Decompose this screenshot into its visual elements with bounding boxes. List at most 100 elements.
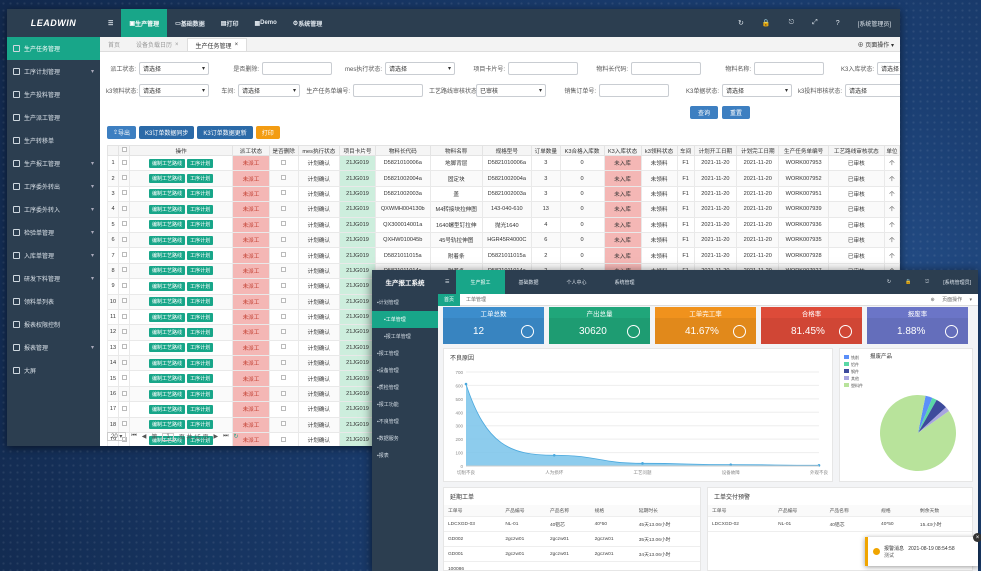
- process-plan-button[interactable]: 工序计划: [187, 420, 214, 430]
- table-row[interactable]: 4 编制工艺路线 工序计划 未派工 计划确认 21JG019 QXWMH004130b M4转…: [106, 201, 900, 218]
- close-icon[interactable]: ×: [175, 41, 179, 48]
- row-checkbox[interactable]: [121, 175, 127, 181]
- sidebar-item[interactable]: 生产派工管理: [7, 106, 100, 129]
- nav-item[interactable]: ▭ 基础数据: [167, 9, 213, 37]
- edit-route-button[interactable]: 编制工艺路线: [149, 266, 186, 276]
- sidebar-item[interactable]: 检验单管理 ▾: [7, 221, 100, 244]
- sidebar-item[interactable]: 报表管理 ▾: [7, 336, 100, 359]
- deleted-checkbox[interactable]: [281, 344, 287, 350]
- process-plan-button[interactable]: 工序计划: [187, 389, 214, 399]
- column-header[interactable]: 订单数量: [530, 145, 561, 156]
- process-plan-button[interactable]: 工序计划: [187, 404, 214, 414]
- refresh-icon[interactable]: ↻: [738, 20, 744, 27]
- print-button[interactable]: 打印: [255, 126, 280, 139]
- next-page-icon[interactable]: ▶: [213, 434, 219, 440]
- alarm-toast[interactable]: 报警消息 2021-08-19 08:54:58 测试 ×: [865, 533, 981, 566]
- sidebar-item[interactable]: ▪ 报工功能: [372, 396, 438, 413]
- nav-item[interactable]: ▣ 生产管理: [121, 9, 168, 37]
- nav-item[interactable]: 基础数据: [505, 270, 553, 294]
- row-checkbox[interactable]: [121, 405, 127, 411]
- deleted-checkbox[interactable]: [281, 328, 287, 334]
- edit-route-button[interactable]: 编制工艺路线: [149, 312, 186, 322]
- table-row[interactable]: LDCXGD-03 NL-01 40铝芯 40*50 45天13.06小时: [444, 516, 700, 532]
- edit-route-button[interactable]: 编制工艺路线: [149, 327, 186, 337]
- sidebar-item[interactable]: 生产报工管理 ▾: [7, 152, 100, 175]
- sidebar-item[interactable]: ▪ 计划管理: [372, 294, 438, 311]
- table-row[interactable]: 7 编制工艺路线 工序计划 未派工 计划确认 21JG019 D5821011015a 附着条…: [106, 247, 900, 264]
- filter-input[interactable]: 已审核 ▾: [476, 83, 546, 97]
- page-operations-button[interactable]: ⊕ 页面操作 ▾: [857, 42, 894, 49]
- sidebar-item[interactable]: ▪ 数据服务: [372, 430, 438, 447]
- edit-route-button[interactable]: 编制工艺路线: [149, 358, 186, 368]
- deleted-checkbox[interactable]: [281, 236, 287, 242]
- filter-input[interactable]: [599, 83, 669, 97]
- filter-input[interactable]: [262, 61, 332, 75]
- column-header[interactable]: 是否删除: [268, 145, 299, 156]
- filter-input[interactable]: [754, 61, 824, 75]
- edit-route-button[interactable]: 编制工艺路线: [149, 251, 186, 261]
- help-icon[interactable]: ?: [835, 19, 840, 27]
- sidebar-item[interactable]: 工序委外转入 ▾: [7, 198, 100, 221]
- nav-item[interactable]: ▦ Demo: [246, 9, 284, 37]
- close-icon[interactable]: ×: [973, 533, 981, 542]
- edit-route-button[interactable]: 编制工艺路线: [149, 204, 186, 214]
- sidebar-item[interactable]: 工序委外转出 ▾: [7, 175, 100, 198]
- row-checkbox[interactable]: [121, 328, 127, 334]
- deleted-checkbox[interactable]: [281, 159, 287, 165]
- column-header[interactable]: 项目卡片号: [339, 145, 376, 156]
- tab[interactable]: 首页: [100, 38, 128, 51]
- page-input[interactable]: 1: [162, 432, 174, 441]
- query-button[interactable]: 查询: [690, 105, 719, 119]
- process-plan-button[interactable]: 工序计划: [187, 374, 214, 384]
- process-plan-button[interactable]: 工序计划: [187, 312, 214, 322]
- deleted-checkbox[interactable]: [281, 313, 287, 319]
- edit-route-button[interactable]: 编制工艺路线: [149, 174, 186, 184]
- table-row[interactable]: GD002 2gczw01 2gczw01 2gczw01 35天13.06小时: [444, 531, 700, 547]
- row-checkbox[interactable]: [121, 313, 127, 319]
- column-header[interactable]: K3入库状态: [603, 145, 642, 156]
- deleted-checkbox[interactable]: [281, 421, 287, 427]
- page-size-select[interactable]: 20 ▾: [107, 432, 127, 441]
- sidebar-item[interactable]: 生产任务管理: [7, 37, 100, 60]
- prev-page-icon[interactable]: ◀: [141, 434, 147, 440]
- process-plan-button[interactable]: 工序计划: [187, 204, 214, 214]
- edit-route-button[interactable]: 编制工艺路线: [149, 297, 186, 307]
- process-plan-button[interactable]: 工序计划: [187, 281, 214, 291]
- edit-route-button[interactable]: 编制工艺路线: [149, 420, 186, 430]
- column-header[interactable]: 物料长代码: [374, 145, 431, 156]
- user-menu[interactable]: [系统管理员]: [857, 21, 891, 28]
- first-page-icon[interactable]: ⏮: [131, 433, 137, 439]
- filter-input[interactable]: 请选择▾: [877, 61, 900, 75]
- filter-input[interactable]: 请选择▾: [139, 61, 209, 75]
- nav-item[interactable]: ⚙ 系统管理: [285, 9, 330, 37]
- exit-icon[interactable]: ⎋: [925, 278, 930, 285]
- edit-route-button[interactable]: 编制工艺路线: [149, 343, 186, 353]
- column-header[interactable]: 物料名称: [429, 145, 483, 156]
- menu-toggle-icon[interactable]: ☰: [445, 279, 450, 285]
- process-plan-button[interactable]: 工序计划: [187, 343, 214, 353]
- sidebar-item[interactable]: 生产投料管理: [7, 83, 100, 106]
- deleted-checkbox[interactable]: [281, 390, 287, 396]
- process-plan-button[interactable]: 工序计划: [187, 358, 214, 368]
- exit-icon[interactable]: ⎋: [788, 19, 795, 26]
- edit-route-button[interactable]: 编制工艺路线: [149, 158, 186, 168]
- row-checkbox[interactable]: [121, 159, 127, 165]
- filter-input[interactable]: 请选择▾: [139, 83, 209, 97]
- edit-route-button[interactable]: 编制工艺路线: [149, 374, 186, 384]
- workshop-select[interactable]: 请选择 ▾: [238, 83, 300, 97]
- sidebar-item[interactable]: 报表权限控制: [7, 313, 100, 336]
- row-checkbox[interactable]: [121, 190, 127, 196]
- column-header[interactable]: 计划开工日期: [693, 145, 738, 156]
- deleted-checkbox[interactable]: [281, 252, 287, 258]
- nav-item[interactable]: 个人中心: [553, 270, 601, 294]
- column-header[interactable]: k3领料状态: [640, 145, 678, 156]
- k3-update-button[interactable]: K3订单数据更新: [197, 126, 253, 139]
- column-header[interactable]: mes执行状态: [297, 145, 341, 156]
- table-row[interactable]: 100086: [444, 561, 700, 571]
- process-plan-button[interactable]: 工序计划: [187, 435, 214, 445]
- column-header[interactable]: K3合格入库数: [559, 145, 605, 156]
- edit-route-button[interactable]: 编制工艺路线: [149, 389, 186, 399]
- deleted-checkbox[interactable]: [281, 375, 287, 381]
- sidebar-item[interactable]: 大屏: [7, 359, 100, 382]
- table-row[interactable]: 3 编制工艺路线 工序计划 未派工 计划确认 21JG019 D5821002003a 盖 D5…: [106, 185, 900, 203]
